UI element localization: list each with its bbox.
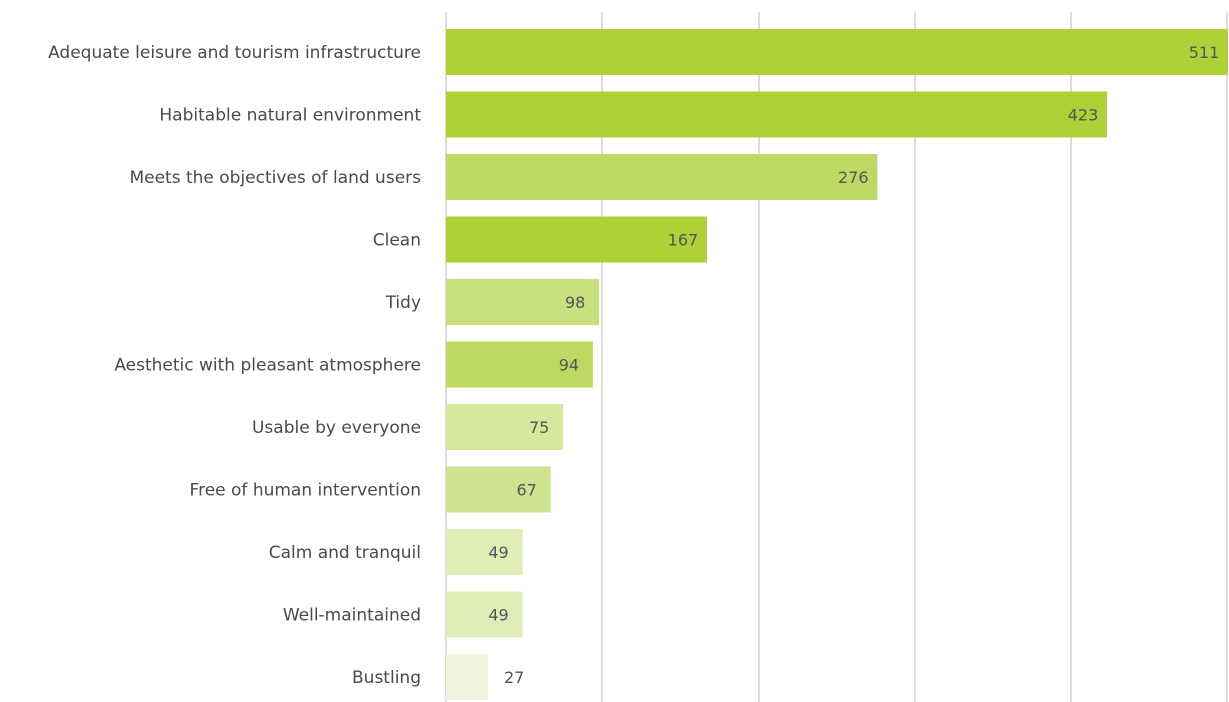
- category-label-7: Free of human intervention: [190, 481, 421, 501]
- value-labels: 511 423 276 167 98 94 75 67 49 49 27: [488, 43, 1219, 687]
- category-label-6: Usable by everyone: [252, 418, 421, 438]
- bar-2: [446, 154, 878, 200]
- value-label-8: 49: [488, 543, 508, 562]
- bar-9: [446, 591, 523, 638]
- value-label-7: 67: [517, 481, 537, 500]
- bars: [446, 29, 1228, 700]
- category-label-4: Tidy: [385, 293, 421, 313]
- category-label-9: Well-maintained: [283, 606, 421, 626]
- value-label-10: 27: [504, 668, 524, 687]
- value-label-2: 276: [838, 168, 869, 187]
- value-label-6: 75: [529, 418, 549, 437]
- category-label-3: Clean: [373, 231, 421, 251]
- category-labels: Adequate leisure and tourism infrastruct…: [48, 43, 421, 688]
- value-label-1: 423: [1068, 106, 1099, 125]
- value-label-9: 49: [488, 606, 508, 625]
- bar-1: [446, 91, 1107, 138]
- category-label-2: Meets the objectives of land users: [129, 168, 421, 188]
- value-label-4: 98: [565, 293, 585, 312]
- value-label-5: 94: [559, 356, 579, 375]
- category-label-5: Aesthetic with pleasant atmosphere: [114, 356, 421, 376]
- category-label-0: Adequate leisure and tourism infrastruct…: [48, 43, 421, 63]
- bar-5: [446, 341, 593, 388]
- bar-6: [446, 404, 564, 450]
- bar-8: [446, 529, 523, 575]
- category-label-1: Habitable natural environment: [159, 106, 421, 126]
- bar-7: [446, 466, 551, 513]
- bar-10: [446, 654, 489, 700]
- bar-4: [446, 279, 600, 325]
- bar-0: [446, 29, 1228, 75]
- category-label-10: Bustling: [352, 668, 421, 688]
- value-label-0: 511: [1189, 43, 1220, 62]
- value-label-3: 167: [668, 231, 699, 250]
- bar-3: [446, 216, 707, 263]
- category-label-8: Calm and tranquil: [269, 543, 421, 563]
